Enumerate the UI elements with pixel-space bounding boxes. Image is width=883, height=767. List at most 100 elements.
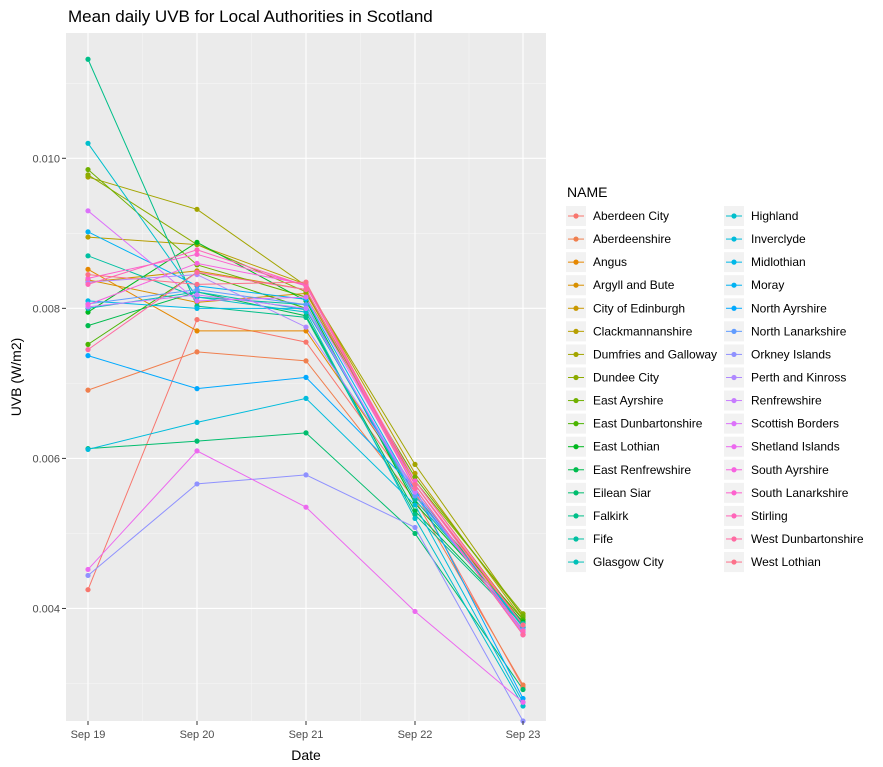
data-point xyxy=(303,395,309,401)
legend-item: North Ayrshire xyxy=(724,298,827,319)
data-point xyxy=(194,305,200,311)
legend-label: West Lothian xyxy=(751,555,821,569)
legend-key-point xyxy=(731,328,737,334)
data-point xyxy=(412,515,418,522)
data-point xyxy=(303,328,309,334)
legend-key-point xyxy=(573,513,579,519)
data-point xyxy=(303,324,309,330)
x-tick-label: Sep 20 xyxy=(180,729,215,741)
data-point xyxy=(194,298,200,304)
legend-key-point xyxy=(731,421,737,427)
data-point xyxy=(85,281,91,287)
grid-major xyxy=(66,33,546,721)
legend-item: Dumfries and Galloway xyxy=(566,344,717,365)
data-point xyxy=(303,504,309,510)
data-point xyxy=(85,266,91,272)
legend-item: Dundee City xyxy=(566,367,659,388)
legend-key-point xyxy=(573,259,579,265)
data-point xyxy=(520,628,526,634)
legend-key-point xyxy=(573,490,579,496)
data-point xyxy=(303,314,309,320)
data-point xyxy=(85,166,91,173)
legend-key-point xyxy=(573,328,579,334)
legend-label: Falkirk xyxy=(593,509,629,523)
legend-label: Inverclyde xyxy=(751,232,806,246)
legend-item: Aberdeenshire xyxy=(566,229,671,250)
data-point xyxy=(412,485,418,492)
data-point xyxy=(303,339,309,345)
legend-item: Stirling xyxy=(724,505,788,526)
data-point xyxy=(194,481,200,487)
data-point xyxy=(194,328,200,334)
legend-key-point xyxy=(573,421,579,427)
data-point xyxy=(520,703,526,709)
legend-key-point xyxy=(573,536,579,542)
data-point xyxy=(520,695,526,702)
legend-label: Scottish Borders xyxy=(751,417,839,431)
legend-item: South Ayrshire xyxy=(724,459,829,480)
data-point xyxy=(412,493,418,499)
legend-item: Moray xyxy=(724,275,784,296)
legend-label: South Lanarkshire xyxy=(751,486,849,500)
y-tick-label: 0.008 xyxy=(32,303,60,315)
legend-label: Aberdeenshire xyxy=(593,232,671,246)
legend-item: Fife xyxy=(566,528,613,549)
series-points xyxy=(85,56,526,724)
data-point xyxy=(520,613,526,619)
data-point xyxy=(194,438,200,444)
legend-key-point xyxy=(573,351,579,358)
legend-item: East Renfrewshire xyxy=(566,459,691,480)
legend-item: Midlothian xyxy=(724,252,806,273)
data-point xyxy=(412,502,418,508)
legend-item: Inverclyde xyxy=(724,229,806,250)
data-point xyxy=(85,341,91,347)
legend-label: Clackmannanshire xyxy=(593,324,693,338)
data-point xyxy=(412,512,418,518)
data-point xyxy=(85,234,91,240)
data-point xyxy=(412,530,418,537)
legend-label: East Ayrshire xyxy=(593,394,664,408)
legend-key-point xyxy=(731,374,737,381)
legend-key-point xyxy=(573,467,579,473)
data-point xyxy=(520,699,526,705)
legend-item: North Lanarkshire xyxy=(724,321,847,342)
x-tick-label: Sep 19 xyxy=(71,729,106,741)
data-point xyxy=(194,239,200,245)
legend-key-point xyxy=(731,490,737,496)
legend-label: Midlothian xyxy=(751,255,806,269)
chart-title: Mean daily UVB for Local Authorities in … xyxy=(68,7,433,26)
legend-key-point xyxy=(573,374,579,381)
legend-key-point xyxy=(573,282,579,288)
data-point xyxy=(85,56,91,62)
legend-label: Renfrewshire xyxy=(751,394,822,408)
data-point xyxy=(85,208,91,214)
legend-item: Scottish Borders xyxy=(724,413,839,434)
data-point xyxy=(194,286,200,293)
legend-label: South Ayrshire xyxy=(751,463,829,477)
data-point xyxy=(85,172,91,178)
legend-key-point xyxy=(573,305,579,311)
data-point xyxy=(85,309,91,315)
legend-key-point xyxy=(731,536,737,542)
legend-label: Shetland Islands xyxy=(751,440,840,454)
data-point xyxy=(85,140,91,146)
x-axis-ticks: Sep 19 Sep 20 Sep 21 Sep 22 Sep 23 xyxy=(71,721,540,741)
data-point xyxy=(412,508,418,514)
legend-item: Renfrewshire xyxy=(724,390,822,411)
data-point xyxy=(412,489,418,495)
data-point xyxy=(303,358,309,364)
data-point xyxy=(85,587,91,593)
legend-item: West Dunbartonshire xyxy=(724,528,864,549)
data-point xyxy=(85,446,91,453)
legend-item: Argyll and Bute xyxy=(566,275,675,296)
legend-key-point xyxy=(573,397,579,404)
legend-label: Dumfries and Galloway xyxy=(593,347,717,361)
legend-key-point xyxy=(731,259,737,265)
data-point xyxy=(194,349,200,355)
legend-item: Clackmannanshire xyxy=(566,321,693,342)
data-point xyxy=(412,482,418,488)
data-point xyxy=(85,271,91,278)
legend-item: East Ayrshire xyxy=(566,390,664,411)
legend-key-point xyxy=(731,282,737,288)
